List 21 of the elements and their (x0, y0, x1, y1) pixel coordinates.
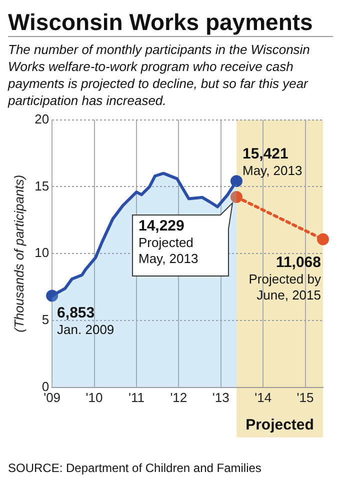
x-tick-label: '11 (128, 390, 144, 405)
chart-subtitle: The number of monthly participants in the Wisconsin Works welfare-to-work program who receive cash payments is projected to decline, but so far this year participation has increased. (8, 41, 311, 109)
y-tick-label: 5 (42, 312, 50, 328)
annotation: 11,068 Projected by June, 2015 (248, 254, 322, 302)
y-tick-label: 10 (34, 245, 50, 260)
annotation: 15,421 May, 2013 (242, 146, 302, 178)
x-tick-label: '15 (296, 390, 314, 405)
y-tick-label: 15 (34, 178, 50, 194)
y-axis-title: (Thousands of participants) (11, 174, 26, 332)
chart-title: Wisconsin Works payments (8, 8, 333, 37)
annotation: 14,229 Projected May, 2013 (138, 218, 198, 266)
x-tick-label: '14 (254, 390, 272, 405)
x-tick-label: '12 (170, 390, 188, 405)
x-tick-label: '13 (212, 390, 230, 405)
x-tick-label: '10 (86, 390, 103, 405)
point (317, 233, 329, 246)
point (230, 191, 242, 204)
band-label: Projected (246, 416, 314, 434)
annotation: 6,853 Jan. 2009 (57, 304, 114, 337)
source-note: SOURCE: Department of Children and Families (8, 461, 262, 475)
y-tick-label: 20 (34, 111, 50, 126)
